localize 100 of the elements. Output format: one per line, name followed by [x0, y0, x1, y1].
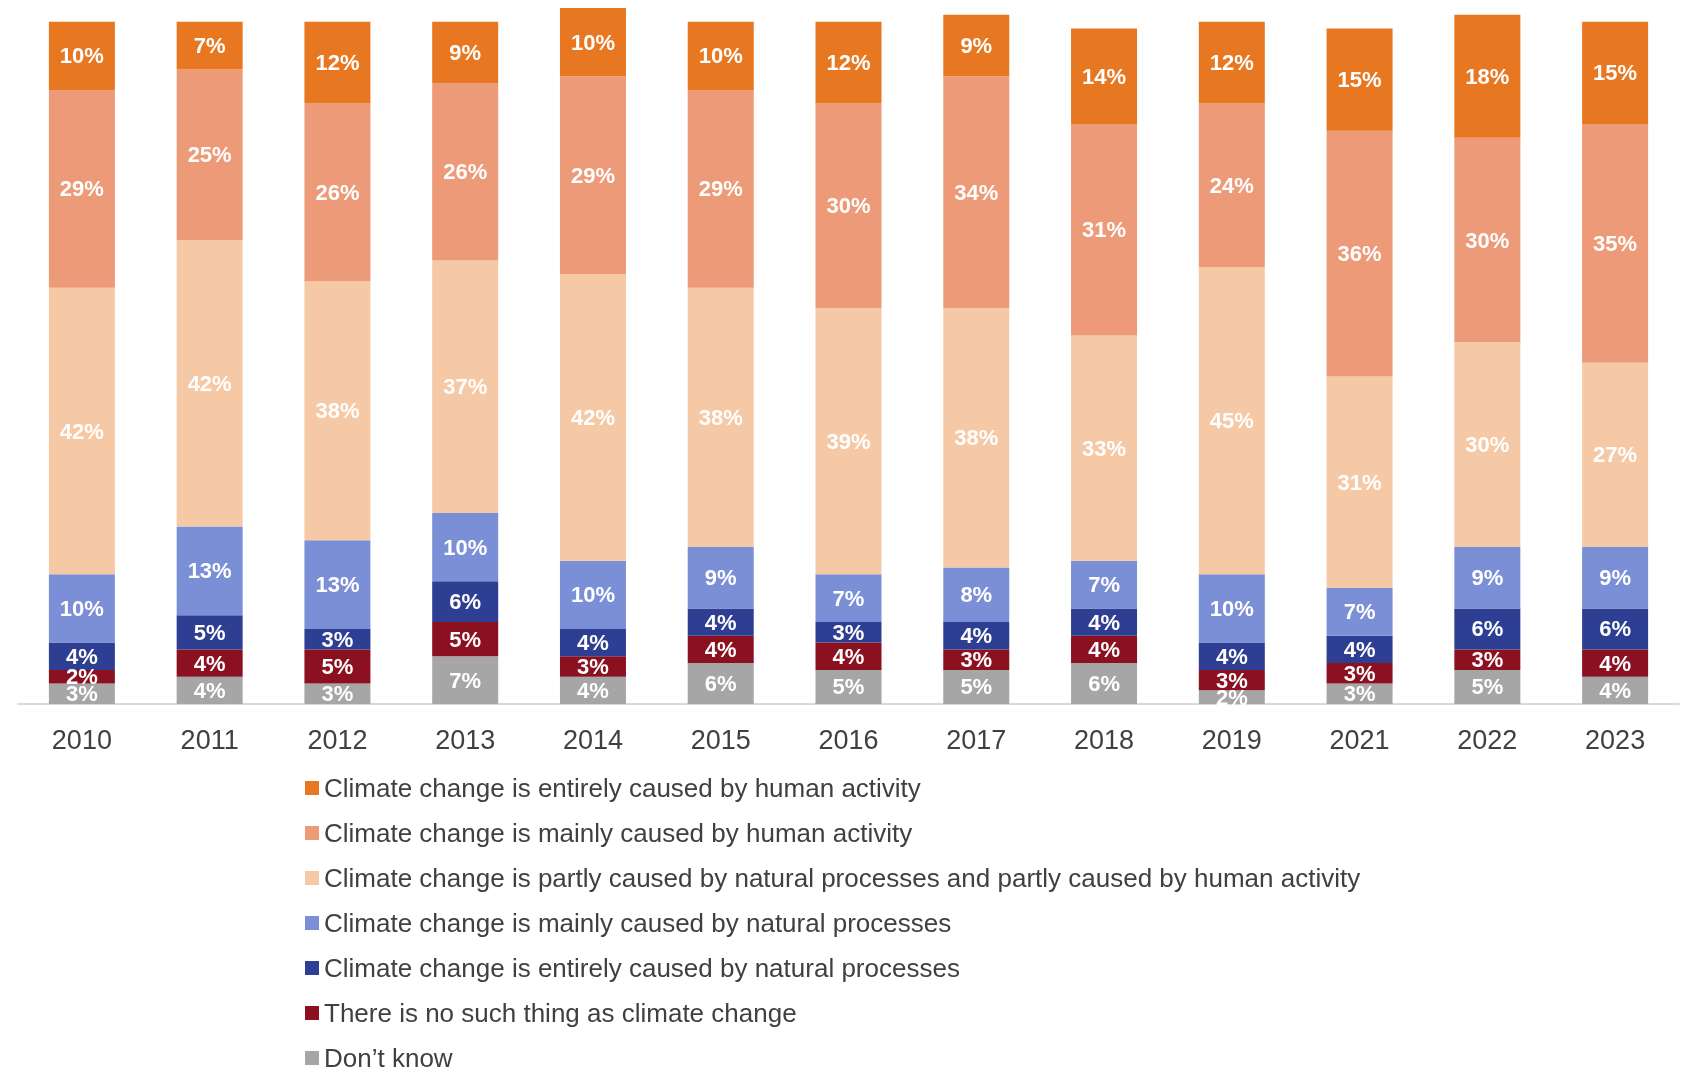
data-label: 31%: [1337, 469, 1382, 495]
data-label: 15%: [1593, 60, 1638, 86]
bar: [687, 21, 754, 90]
data-label: 4%: [1215, 643, 1248, 669]
data-label: 4%: [960, 623, 993, 649]
data-label: 42%: [59, 418, 104, 444]
data-label: 9%: [960, 33, 993, 59]
bar: [1198, 574, 1265, 643]
bar: [687, 287, 754, 548]
data-label: 4%: [1599, 677, 1632, 703]
bar: [815, 574, 882, 623]
data-label: 14%: [1082, 63, 1127, 89]
data-label: 7%: [1343, 599, 1376, 625]
bar: [1454, 14, 1521, 138]
data-label: 12%: [315, 50, 360, 76]
data-label: 45%: [1209, 408, 1254, 434]
bar: [304, 103, 371, 281]
bar: [943, 14, 1010, 77]
bar: [1582, 547, 1649, 609]
data-label: 30%: [1465, 227, 1510, 253]
x-tick-label: 2012: [307, 724, 368, 755]
bar: [1454, 547, 1521, 609]
bar: [1071, 28, 1138, 124]
legend-label: Climate change is mainly caused by natural processes: [324, 908, 952, 938]
bar: [432, 656, 499, 704]
legend-label: Don’t know: [324, 1043, 453, 1073]
bar: [559, 560, 626, 629]
data-label: 10%: [443, 534, 488, 560]
bar: [1326, 28, 1393, 131]
data-label: 4%: [1599, 650, 1632, 676]
bar: [432, 83, 499, 261]
data-label: 35%: [1593, 230, 1638, 256]
x-tick-label: 2015: [690, 724, 751, 755]
bar: [559, 76, 626, 275]
bar: [48, 89, 115, 288]
data-label: 29%: [698, 176, 743, 202]
x-tick-label: 2018: [1074, 724, 1135, 755]
data-label: 30%: [1465, 432, 1510, 458]
x-tick-label: 2021: [1329, 724, 1390, 755]
data-label: 4%: [704, 636, 737, 662]
data-label: 24%: [1209, 172, 1254, 198]
data-label: 3%: [960, 647, 993, 673]
data-label: 4%: [832, 643, 865, 669]
data-label: 3%: [1471, 647, 1504, 673]
bar: [432, 512, 499, 582]
data-label: 3%: [832, 619, 865, 645]
data-label: 3%: [577, 653, 609, 679]
data-label: 4%: [704, 609, 737, 635]
data-label: 27%: [1593, 442, 1638, 468]
bar: [559, 274, 626, 561]
bar: [1071, 335, 1138, 561]
data-label: 10%: [59, 595, 104, 621]
data-label: 5%: [449, 626, 482, 652]
data-label: 9%: [704, 565, 737, 591]
bar: [1326, 376, 1393, 588]
data-label: 6%: [449, 589, 482, 615]
bar: [687, 547, 754, 609]
x-tick-label: 2023: [1585, 724, 1646, 755]
data-label: 3%: [321, 626, 354, 652]
bar: [1071, 560, 1138, 609]
data-label: 5%: [193, 619, 226, 645]
bar: [815, 103, 882, 309]
x-tick-label: 2010: [51, 724, 112, 755]
legend-label: Climate change is mainly caused by human activity: [324, 818, 913, 848]
data-label: 34%: [954, 179, 999, 205]
data-label: 37%: [443, 374, 488, 400]
data-label: 42%: [187, 370, 232, 396]
bar: [304, 21, 371, 104]
bar: [1582, 362, 1649, 548]
bar: [943, 308, 1010, 568]
data-label: 39%: [826, 428, 871, 454]
data-label: 4%: [1088, 609, 1120, 635]
data-label: 12%: [826, 50, 871, 76]
bar: [815, 308, 882, 575]
data-label: 10%: [698, 43, 743, 69]
bar: [1198, 103, 1265, 268]
data-label: 6%: [704, 671, 737, 697]
data-label: 36%: [1337, 241, 1382, 267]
data-label: 18%: [1465, 63, 1510, 89]
x-tick-label: 2017: [946, 724, 1007, 755]
legend-label: Climate change is entirely caused by natural processes: [324, 953, 960, 983]
data-label: 7%: [193, 33, 226, 59]
data-label: 31%: [1082, 217, 1127, 243]
data-label: 7%: [1088, 572, 1120, 598]
data-label: 9%: [1599, 565, 1632, 591]
data-label: 15%: [1337, 67, 1382, 93]
data-label: 26%: [443, 159, 488, 185]
bar: [176, 240, 243, 527]
data-label: 6%: [1088, 671, 1120, 697]
data-label: 10%: [570, 29, 615, 55]
bar: [48, 287, 115, 575]
legend-label: There is no such thing as climate change: [324, 998, 797, 1028]
data-label: 4%: [1343, 636, 1376, 662]
data-label: 10%: [570, 582, 615, 608]
data-label: 5%: [960, 674, 993, 700]
data-label: 29%: [570, 162, 615, 188]
data-label: 4%: [577, 630, 609, 656]
legend-label: Climate change is entirely caused by human activity: [324, 773, 921, 803]
data-label: 12%: [1209, 50, 1254, 76]
data-label: 10%: [59, 43, 104, 69]
